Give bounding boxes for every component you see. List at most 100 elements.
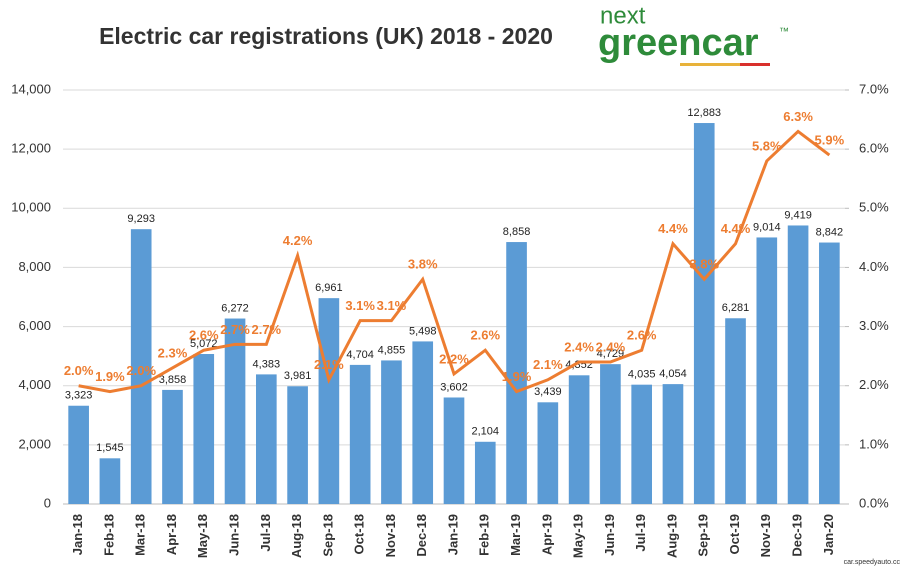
bar-label: 3,602	[440, 381, 468, 393]
x-tick-label: Jul-19	[633, 514, 648, 552]
y-tick-label: 0	[44, 495, 51, 510]
x-tick-label: Oct-19	[727, 514, 742, 554]
y2-tick-label: 3.0%	[859, 318, 889, 333]
line-label: 2.4%	[596, 339, 626, 354]
bar	[287, 386, 308, 504]
bar	[381, 360, 402, 504]
x-tick-label: Jan-20	[821, 514, 836, 555]
watermark: car.speedyauto.cc	[844, 559, 901, 566]
x-tick-label: Nov-18	[383, 514, 398, 557]
logo-text: greencar	[598, 22, 759, 64]
line-label: 1.9%	[502, 369, 532, 384]
bar-label: 4,729	[597, 348, 625, 360]
y2-tick-label: 7.0%	[859, 81, 889, 96]
y-tick-label: 6,000	[18, 318, 51, 333]
line-label: 6.3%	[783, 109, 813, 124]
x-tick-label: Dec-19	[790, 514, 805, 557]
y2-tick-label: 2.0%	[859, 377, 889, 392]
bar-label: 9,419	[784, 209, 812, 221]
line-label: 4.4%	[721, 221, 751, 236]
x-tick-label: Sep-18	[320, 514, 335, 557]
x-tick-label: Mar-19	[508, 514, 523, 556]
bar-label: 3,858	[159, 374, 187, 386]
logo-stripe	[680, 63, 770, 66]
line-label: 1.9%	[95, 369, 125, 384]
bar-label: 6,961	[315, 282, 343, 294]
line-label: 4.2%	[283, 233, 313, 248]
bar	[412, 341, 434, 504]
bar-label: 5,072	[190, 338, 218, 350]
chart-title: Electric car registrations (UK) 2018 - 2…	[99, 23, 553, 49]
line-label: 3.1%	[377, 298, 407, 313]
line-label: 3.8%	[408, 257, 438, 272]
logo-stripe	[740, 63, 770, 66]
line-label: 2.0%	[126, 363, 156, 378]
line-label: 2.2%	[439, 351, 469, 366]
y2-tick-label: 1.0%	[859, 436, 889, 451]
bar	[99, 458, 121, 504]
y2-tick-label: 5.0%	[859, 200, 889, 215]
line-label: 2.6%	[470, 328, 500, 343]
line-label: 2.3%	[158, 345, 188, 360]
bar	[224, 318, 246, 504]
bar	[193, 354, 215, 504]
bar-label: 9,014	[753, 221, 781, 233]
bar-label: 5,498	[409, 325, 437, 337]
bar	[631, 384, 653, 504]
bar	[819, 242, 840, 505]
bar-label: 9,293	[127, 213, 155, 225]
bar	[130, 229, 152, 504]
bar-label: 8,842	[816, 226, 844, 238]
x-tick-label: Jul-18	[258, 514, 273, 552]
bar-label: 3,439	[534, 386, 562, 398]
line-label: 3.1%	[345, 298, 375, 313]
x-tick-label: Aug-18	[289, 514, 304, 558]
bar-label: 4,855	[378, 344, 406, 356]
bar	[443, 397, 465, 504]
x-tick-label: Apr-18	[164, 514, 179, 555]
bar	[662, 384, 684, 504]
bar	[600, 364, 621, 504]
line-label: 2.4%	[564, 339, 594, 354]
x-tick-label: Aug-19	[664, 514, 679, 558]
line-label: 5.8%	[752, 138, 782, 153]
line-label: 2.0%	[64, 363, 94, 378]
x-tick-label: Feb-19	[477, 514, 492, 556]
bar	[787, 225, 809, 504]
line-label: 2.7%	[251, 322, 281, 337]
bar	[68, 405, 89, 504]
x-tick-label: Apr-19	[539, 514, 554, 555]
y-tick-label: 12,000	[11, 141, 51, 156]
x-tick-label: May-19	[571, 514, 586, 558]
x-tick-label: Jan-19	[445, 514, 460, 555]
bar	[474, 441, 496, 504]
line-label: 2.6%	[189, 328, 219, 343]
bar-label: 1,545	[96, 442, 124, 454]
line-label: 2.1%	[533, 357, 563, 372]
y2-tick-label: 0.0%	[859, 495, 889, 510]
bar-label: 4,054	[659, 368, 687, 380]
bar	[756, 237, 778, 504]
line-label: 5.9%	[815, 132, 845, 147]
line-label: 3.8%	[689, 257, 719, 272]
bar-label: 8,858	[503, 226, 531, 238]
line-label: 2.7%	[220, 322, 250, 337]
bar-label: 2,104	[472, 426, 500, 438]
bar-label: 3,981	[284, 370, 312, 382]
x-tick-label: Nov-19	[758, 514, 773, 557]
x-tick-label: May-18	[195, 514, 210, 558]
x-tick-label: Sep-19	[696, 514, 711, 557]
bar	[318, 298, 340, 504]
bar	[725, 318, 746, 504]
x-tick-label: Feb-18	[101, 514, 116, 556]
bar	[255, 374, 277, 504]
y-tick-label: 14,000	[11, 81, 51, 96]
y2-tick-label: 4.0%	[859, 259, 889, 274]
line-label: 2.1%	[314, 357, 344, 372]
bar-label: 3,323	[65, 390, 93, 402]
logo-text: next	[600, 2, 646, 29]
y-tick-label: 2,000	[18, 436, 51, 451]
bar	[693, 123, 715, 505]
line-label: 2.6%	[627, 328, 657, 343]
